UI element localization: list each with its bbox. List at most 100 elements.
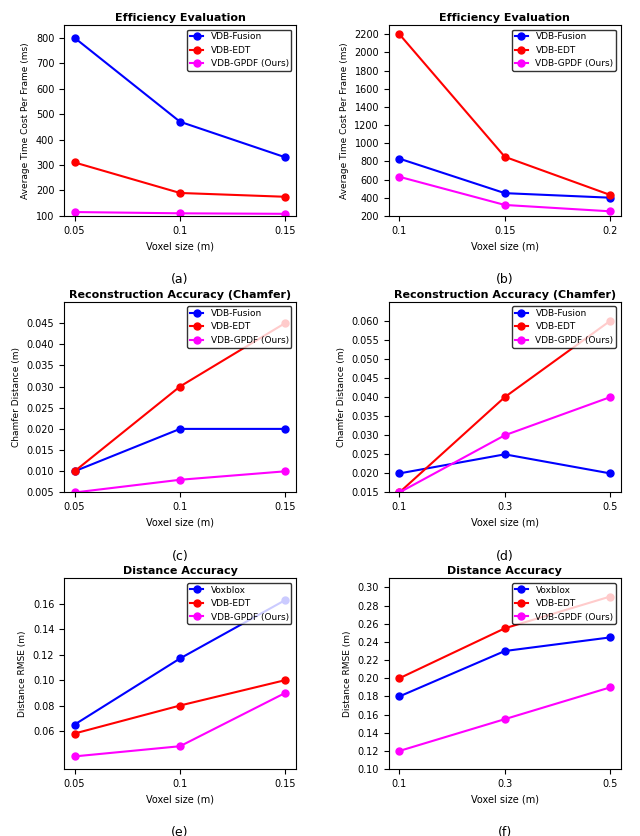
Line: VDB-GPDF (Ours): VDB-GPDF (Ours): [71, 208, 289, 217]
Voxblox: [396, 691, 403, 701]
VDB-GPDF (Ours): [70, 207, 78, 217]
VDB-EDT: [70, 466, 78, 477]
Text: (d): (d): [496, 550, 514, 563]
Voxblox: [70, 720, 78, 730]
VDB-Fusion: [176, 424, 184, 434]
Text: (e): (e): [172, 826, 189, 836]
VDB-EDT: [70, 728, 78, 738]
Y-axis label: Distance RMSE (m): Distance RMSE (m): [18, 630, 28, 717]
Line: Voxblox: Voxblox: [396, 634, 614, 700]
Legend: Voxblox, VDB-EDT, VDB-GPDF (Ours): Voxblox, VDB-EDT, VDB-GPDF (Ours): [512, 583, 616, 624]
Text: (c): (c): [172, 550, 188, 563]
VDB-Fusion: [607, 468, 614, 478]
X-axis label: Voxel size (m): Voxel size (m): [146, 241, 214, 251]
VDB-EDT: [176, 188, 184, 198]
VDB-Fusion: [607, 192, 614, 202]
VDB-GPDF (Ours): [501, 714, 509, 724]
Line: VDB-EDT: VDB-EDT: [396, 31, 614, 198]
Y-axis label: Average Time Cost Per Frame (ms): Average Time Cost Per Frame (ms): [340, 42, 349, 199]
Title: Reconstruction Accuracy (Chamfer): Reconstruction Accuracy (Chamfer): [394, 289, 616, 299]
VDB-GPDF (Ours): [282, 209, 289, 219]
Voxblox: [607, 632, 614, 642]
Legend: VDB-Fusion, VDB-EDT, VDB-GPDF (Ours): VDB-Fusion, VDB-EDT, VDB-GPDF (Ours): [187, 29, 291, 71]
Title: Reconstruction Accuracy (Chamfer): Reconstruction Accuracy (Chamfer): [69, 289, 291, 299]
VDB-GPDF (Ours): [70, 752, 78, 762]
Y-axis label: Average Time Cost Per Frame (ms): Average Time Cost Per Frame (ms): [21, 42, 30, 199]
VDB-GPDF (Ours): [282, 466, 289, 477]
Voxblox: [176, 654, 184, 664]
VDB-GPDF (Ours): [282, 688, 289, 698]
VDB-EDT: [176, 701, 184, 711]
Text: (a): (a): [172, 273, 189, 286]
VDB-GPDF (Ours): [396, 746, 403, 756]
Voxblox: [501, 646, 509, 656]
VDB-Fusion: [501, 188, 509, 198]
VDB-Fusion: [282, 424, 289, 434]
VDB-EDT: [282, 318, 289, 328]
Line: Voxblox: Voxblox: [71, 597, 289, 728]
Legend: VDB-Fusion, VDB-EDT, VDB-GPDF (Ours): VDB-Fusion, VDB-EDT, VDB-GPDF (Ours): [187, 306, 291, 348]
Line: VDB-GPDF (Ours): VDB-GPDF (Ours): [396, 684, 614, 754]
Line: VDB-EDT: VDB-EDT: [71, 319, 289, 475]
Y-axis label: Distance RMSE (m): Distance RMSE (m): [343, 630, 352, 717]
Line: VDB-EDT: VDB-EDT: [71, 676, 289, 737]
VDB-Fusion: [70, 33, 78, 43]
VDB-GPDF (Ours): [607, 206, 614, 217]
Title: Distance Accuracy: Distance Accuracy: [123, 566, 237, 576]
VDB-GPDF (Ours): [176, 742, 184, 752]
VDB-EDT: [501, 392, 509, 402]
Line: VDB-GPDF (Ours): VDB-GPDF (Ours): [71, 690, 289, 760]
VDB-GPDF (Ours): [70, 487, 78, 497]
Legend: VDB-Fusion, VDB-EDT, VDB-GPDF (Ours): VDB-Fusion, VDB-EDT, VDB-GPDF (Ours): [512, 29, 616, 71]
X-axis label: Voxel size (m): Voxel size (m): [471, 794, 539, 804]
VDB-EDT: [501, 624, 509, 634]
X-axis label: Voxel size (m): Voxel size (m): [146, 517, 214, 528]
VDB-EDT: [501, 152, 509, 162]
VDB-EDT: [282, 675, 289, 686]
VDB-EDT: [70, 157, 78, 167]
X-axis label: Voxel size (m): Voxel size (m): [471, 241, 539, 251]
VDB-EDT: [396, 673, 403, 683]
VDB-GPDF (Ours): [176, 475, 184, 485]
Legend: Voxblox, VDB-EDT, VDB-GPDF (Ours): Voxblox, VDB-EDT, VDB-GPDF (Ours): [187, 583, 291, 624]
VDB-EDT: [176, 381, 184, 391]
VDB-GPDF (Ours): [396, 487, 403, 497]
Line: VDB-GPDF (Ours): VDB-GPDF (Ours): [396, 394, 614, 496]
Title: Distance Accuracy: Distance Accuracy: [447, 566, 562, 576]
Line: VDB-Fusion: VDB-Fusion: [396, 451, 614, 477]
VDB-EDT: [607, 190, 614, 200]
X-axis label: Voxel size (m): Voxel size (m): [471, 517, 539, 528]
VDB-EDT: [396, 487, 403, 497]
VDB-EDT: [607, 316, 614, 326]
VDB-EDT: [396, 29, 403, 39]
VDB-GPDF (Ours): [607, 392, 614, 402]
Text: (b): (b): [496, 273, 514, 286]
VDB-GPDF (Ours): [607, 682, 614, 692]
Y-axis label: Chamfer Distance (m): Chamfer Distance (m): [337, 347, 346, 447]
Line: VDB-GPDF (Ours): VDB-GPDF (Ours): [396, 173, 614, 215]
Line: VDB-Fusion: VDB-Fusion: [71, 34, 289, 161]
VDB-GPDF (Ours): [501, 431, 509, 441]
VDB-Fusion: [396, 468, 403, 478]
Line: VDB-EDT: VDB-EDT: [396, 593, 614, 681]
VDB-Fusion: [396, 154, 403, 164]
Line: VDB-Fusion: VDB-Fusion: [71, 426, 289, 475]
Text: (f): (f): [498, 826, 512, 836]
VDB-GPDF (Ours): [176, 208, 184, 218]
VDB-Fusion: [282, 152, 289, 162]
Line: VDB-GPDF (Ours): VDB-GPDF (Ours): [71, 468, 289, 496]
VDB-GPDF (Ours): [396, 171, 403, 181]
Legend: VDB-Fusion, VDB-EDT, VDB-GPDF (Ours): VDB-Fusion, VDB-EDT, VDB-GPDF (Ours): [512, 306, 616, 348]
Voxblox: [282, 595, 289, 605]
Y-axis label: Chamfer Distance (m): Chamfer Distance (m): [12, 347, 21, 447]
X-axis label: Voxel size (m): Voxel size (m): [146, 794, 214, 804]
Line: VDB-EDT: VDB-EDT: [71, 159, 289, 201]
Title: Efficiency Evaluation: Efficiency Evaluation: [440, 13, 570, 23]
VDB-EDT: [607, 592, 614, 602]
VDB-Fusion: [70, 466, 78, 477]
VDB-Fusion: [501, 449, 509, 459]
Line: VDB-Fusion: VDB-Fusion: [396, 155, 614, 201]
VDB-Fusion: [176, 117, 184, 127]
Title: Efficiency Evaluation: Efficiency Evaluation: [115, 13, 245, 23]
VDB-EDT: [282, 191, 289, 201]
